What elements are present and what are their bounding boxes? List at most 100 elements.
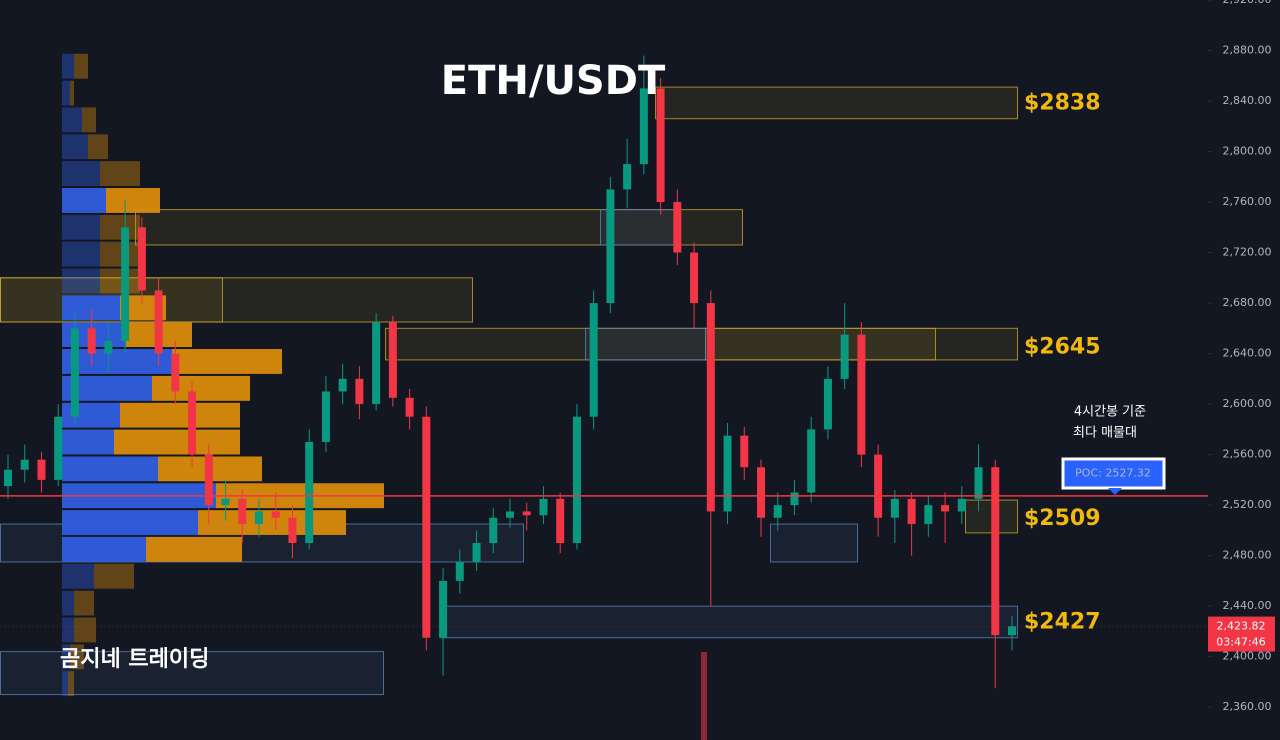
candle-body bbox=[154, 290, 163, 354]
y-tick-label: 2,360.00 bbox=[1223, 700, 1272, 713]
zone-box bbox=[135, 209, 743, 246]
candle-body bbox=[188, 391, 197, 455]
candle-body bbox=[924, 505, 933, 525]
sell-volume-bar bbox=[94, 563, 134, 589]
buy-volume-bar bbox=[62, 107, 82, 133]
y-tick-label: 2,440.00 bbox=[1223, 599, 1272, 612]
candle-body bbox=[288, 517, 297, 544]
y-tick-label: 2,480.00 bbox=[1223, 549, 1272, 562]
y-tick-label: 2,600.00 bbox=[1223, 397, 1272, 410]
candle-body bbox=[623, 164, 632, 190]
candle-body bbox=[439, 580, 448, 638]
candle-body bbox=[221, 498, 230, 506]
buy-volume-bar bbox=[62, 134, 88, 160]
candle-body bbox=[1008, 626, 1016, 636]
candle-body bbox=[572, 416, 581, 544]
candle-body bbox=[941, 505, 950, 512]
buy-volume-bar bbox=[62, 402, 120, 428]
candle-body bbox=[656, 88, 665, 203]
buy-volume-bar bbox=[62, 188, 106, 213]
candle-body bbox=[874, 454, 883, 518]
candle-body bbox=[957, 498, 966, 512]
candle-body bbox=[840, 334, 849, 379]
candle-body bbox=[706, 303, 715, 512]
candle-body bbox=[723, 435, 732, 512]
candle-body bbox=[907, 498, 916, 525]
level-label: $2645 bbox=[1024, 334, 1101, 359]
candle-body bbox=[204, 454, 213, 506]
buy-volume-bar bbox=[62, 80, 70, 106]
y-tick-label: 2,680.00 bbox=[1223, 296, 1272, 309]
candle-body bbox=[522, 511, 531, 516]
zone-box bbox=[585, 327, 706, 361]
candle-body bbox=[673, 202, 682, 253]
y-tick-label: 2,880.00 bbox=[1223, 44, 1272, 57]
candle-body bbox=[757, 467, 765, 518]
candle-body bbox=[171, 353, 180, 392]
price-axis: 2,360.00 2,400.00 2,440.00 2,480.00 2,520.00… bbox=[1208, 0, 1275, 713]
y-tick-label: 2,800.00 bbox=[1223, 145, 1272, 158]
sell-volume-bar bbox=[152, 375, 250, 401]
level-label: $2427 bbox=[1024, 610, 1101, 635]
level-label: $2509 bbox=[1024, 506, 1101, 531]
y-tick-label: 2,720.00 bbox=[1223, 246, 1272, 259]
sell-volume-bar bbox=[100, 241, 140, 267]
zone-box bbox=[0, 651, 384, 696]
sell-volume-bar bbox=[172, 349, 282, 374]
sell-volume-bar bbox=[100, 214, 140, 240]
candle-body bbox=[238, 498, 247, 525]
poc-note: 4시간봉 기준 bbox=[1074, 405, 1146, 420]
overlay: POC: 2527.32 $2838 $2645 $2509 $2427 bbox=[0, 91, 1208, 635]
y-tick-label: 2,520.00 bbox=[1223, 498, 1272, 511]
sell-volume-bar bbox=[82, 107, 96, 133]
sell-volume-bar bbox=[68, 671, 74, 697]
candle-body bbox=[974, 467, 983, 499]
buy-volume-bar bbox=[62, 241, 100, 267]
candle-body bbox=[890, 498, 899, 518]
candle-body bbox=[857, 334, 866, 455]
volume-marker bbox=[701, 652, 707, 740]
candle-body bbox=[823, 378, 832, 430]
poc-pointer bbox=[1108, 488, 1122, 495]
sell-volume-bar bbox=[120, 402, 240, 428]
candle-body bbox=[790, 492, 799, 506]
candle-body bbox=[4, 469, 12, 487]
sell-volume-bar bbox=[106, 188, 160, 213]
level-label: $2838 bbox=[1024, 91, 1101, 116]
buy-volume-bar bbox=[62, 268, 100, 294]
candle-body bbox=[690, 252, 699, 304]
buy-volume-bar bbox=[62, 295, 120, 321]
chart-title: ETH/USDT bbox=[441, 58, 666, 104]
buy-volume-bar bbox=[62, 510, 198, 535]
candle-body bbox=[355, 378, 364, 405]
buy-volume-bar bbox=[62, 53, 74, 79]
last-price-label: 2,423.82 bbox=[1217, 620, 1266, 633]
candle-body bbox=[305, 441, 314, 544]
candle-body bbox=[422, 416, 431, 638]
buy-volume-bar bbox=[62, 429, 114, 455]
candle-body bbox=[104, 340, 113, 354]
sell-volume-bar bbox=[70, 80, 74, 106]
candle-body bbox=[321, 391, 330, 442]
y-tick-label: 2,560.00 bbox=[1223, 448, 1272, 461]
buy-volume-bar bbox=[62, 563, 94, 589]
candle-body bbox=[338, 378, 347, 392]
candle-body bbox=[639, 88, 648, 165]
candle-body bbox=[991, 467, 1000, 636]
buy-volume-bar bbox=[62, 671, 68, 697]
buy-volume-bar bbox=[62, 536, 146, 562]
candle-body bbox=[372, 322, 381, 405]
candle-body bbox=[539, 498, 548, 516]
sell-volume-bar bbox=[88, 134, 108, 160]
candle-body bbox=[589, 303, 598, 417]
buy-volume-bar bbox=[62, 214, 100, 240]
poc-label-box bbox=[1061, 457, 1166, 490]
candle-body bbox=[556, 498, 565, 544]
candle-body bbox=[70, 328, 79, 417]
candle-body bbox=[388, 322, 397, 398]
sell-volume-bar bbox=[100, 161, 140, 187]
sell-volume-bar bbox=[70, 644, 84, 670]
candle-body bbox=[121, 227, 130, 341]
